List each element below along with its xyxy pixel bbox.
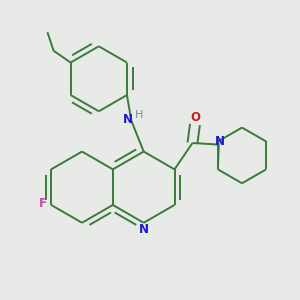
- Text: O: O: [190, 111, 200, 124]
- Text: N: N: [123, 112, 133, 125]
- Text: N: N: [215, 135, 225, 148]
- Text: F: F: [38, 197, 46, 210]
- Text: H: H: [135, 110, 143, 120]
- Text: N: N: [139, 223, 149, 236]
